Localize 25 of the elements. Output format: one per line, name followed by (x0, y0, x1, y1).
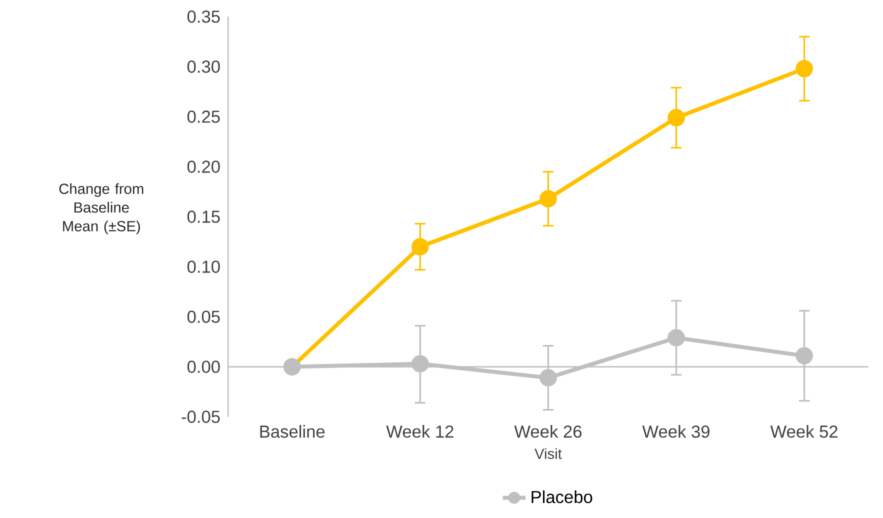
point (540, 369, 557, 386)
y-tick-label: 0.10 (187, 260, 220, 273)
x-tick-label: Week 12 (386, 424, 454, 438)
y-axis-title: Change from Baseline Mean (±SE) (59, 183, 144, 234)
x-tick-label: Baseline (260, 424, 325, 438)
y-tick-label: 0.20 (187, 160, 220, 173)
y-tick-label: 0.05 (187, 310, 220, 323)
point (540, 190, 557, 208)
x-tick-label: Week 26 (514, 424, 582, 438)
point (796, 60, 813, 78)
point (796, 347, 813, 364)
y-tick-label: 0.30 (187, 60, 220, 73)
point (411, 355, 429, 372)
point (668, 329, 685, 346)
x-tick-label: Week 52 (770, 424, 838, 438)
y-tick-label: 0.35 (187, 10, 220, 23)
y-tick-label: 0.15 (187, 210, 220, 223)
y-tick-label: -0.05 (182, 410, 220, 423)
y-tick-label: 0.25 (187, 110, 220, 123)
y-tick-label: 0.00 (187, 360, 220, 373)
point (668, 108, 685, 126)
legend-label: Placebo (532, 490, 592, 504)
x-axis-title: Visit (534, 448, 562, 459)
point (411, 238, 429, 256)
x-tick-label: Week 39 (642, 424, 710, 438)
